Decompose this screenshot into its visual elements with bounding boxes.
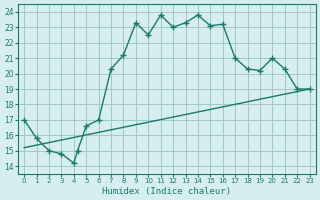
X-axis label: Humidex (Indice chaleur): Humidex (Indice chaleur) [102, 187, 231, 196]
